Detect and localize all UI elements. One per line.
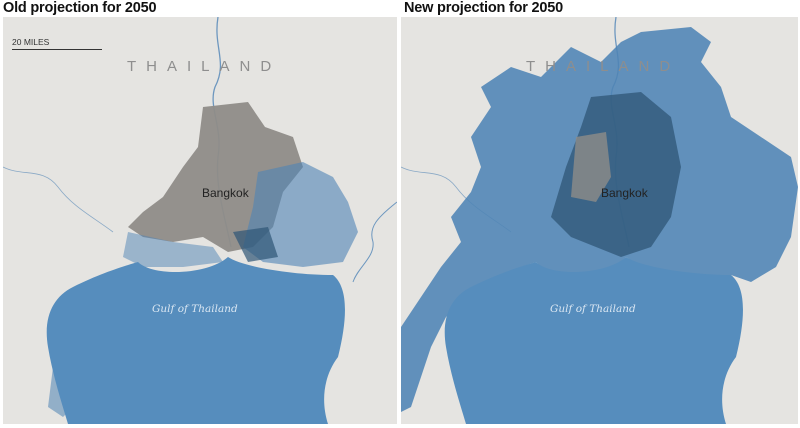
old-projection-panel: Old projection for 2050 20 MILES THAILAN…	[0, 0, 397, 428]
country-label: THAILAND	[127, 58, 282, 75]
sea-label: Gulf of Thailand	[550, 303, 636, 315]
panel-title: Old projection for 2050	[3, 0, 157, 16]
scale-label: 20 MILES	[12, 37, 50, 47]
scale-bar: 20 MILES	[12, 37, 102, 50]
country-label: THAILAND	[526, 58, 681, 75]
panel-title: New projection for 2050	[404, 0, 563, 16]
sea-label: Gulf of Thailand	[152, 303, 238, 315]
scale-line	[12, 49, 102, 50]
new-projection-map: THAILAND Bangkok Gulf of Thailand	[401, 17, 798, 424]
city-label-bangkok: Bangkok	[601, 186, 648, 200]
map-graphic	[3, 17, 397, 424]
city-label-bangkok: Bangkok	[202, 186, 249, 200]
map-graphic	[401, 17, 798, 424]
new-projection-panel: New projection for 2050 THAILAND Bangkok…	[401, 0, 800, 428]
old-projection-map: 20 MILES THAILAND Bangkok Gulf of Thaila…	[3, 17, 397, 424]
